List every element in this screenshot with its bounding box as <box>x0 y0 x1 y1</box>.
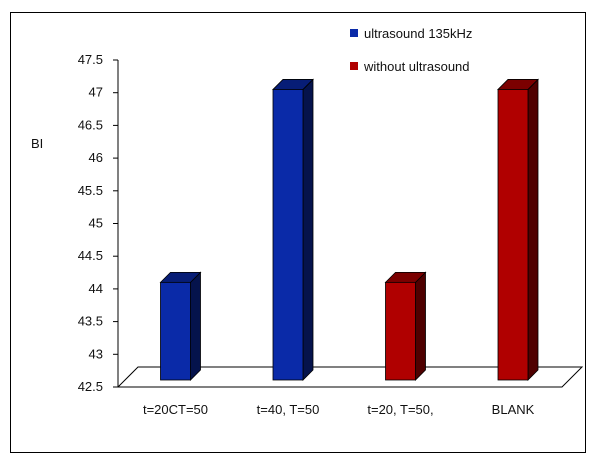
y-tick-label-7: 46 <box>89 150 103 165</box>
y-tick-label-1: 43 <box>89 346 103 361</box>
y-tick-label-4: 44.5 <box>78 248 103 263</box>
bar-side-1 <box>303 79 313 380</box>
y-tick-label-10: 47.5 <box>78 52 103 67</box>
bar-front-2 <box>386 282 416 380</box>
bar-front-0 <box>161 282 191 380</box>
legend-label-without-ultrasound: without ultrasound <box>363 59 470 74</box>
y-tick-label-6: 45.5 <box>78 183 103 198</box>
bar-side-3 <box>528 79 538 380</box>
x-tick-label-2: t=20, T=50, <box>367 402 433 417</box>
bar-2-1 <box>386 272 426 380</box>
y-tick-label-8: 46.5 <box>78 117 103 132</box>
y-tick-label-5: 45 <box>89 216 103 231</box>
x-tick-label-0: t=20CT=50 <box>143 402 208 417</box>
y-axis-title: BI <box>31 136 43 151</box>
x-tick-label-3: BLANK <box>492 402 535 417</box>
bar-0-0 <box>161 272 201 380</box>
legend-label-ultrasound: ultrasound 135kHz <box>364 26 472 41</box>
bar-3-1 <box>498 79 538 380</box>
y-tick-label-0: 42.5 <box>78 379 103 394</box>
y-tick-label-9: 47 <box>89 85 103 100</box>
x-tick-label-1: t=40, T=50 <box>257 402 320 417</box>
legend-swatch-ultrasound <box>350 29 358 37</box>
bar-1-0 <box>273 79 313 380</box>
y-tick-label-3: 44 <box>89 281 103 296</box>
bar-front-1 <box>273 89 303 380</box>
legend-swatch-without-ultrasound <box>350 62 358 70</box>
bar-side-0 <box>191 272 201 380</box>
bar-front-3 <box>498 89 528 380</box>
bar-side-2 <box>416 272 426 380</box>
y-tick-label-2: 43.5 <box>78 314 103 329</box>
